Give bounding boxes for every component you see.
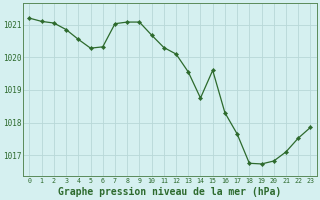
X-axis label: Graphe pression niveau de la mer (hPa): Graphe pression niveau de la mer (hPa) [58, 186, 282, 197]
